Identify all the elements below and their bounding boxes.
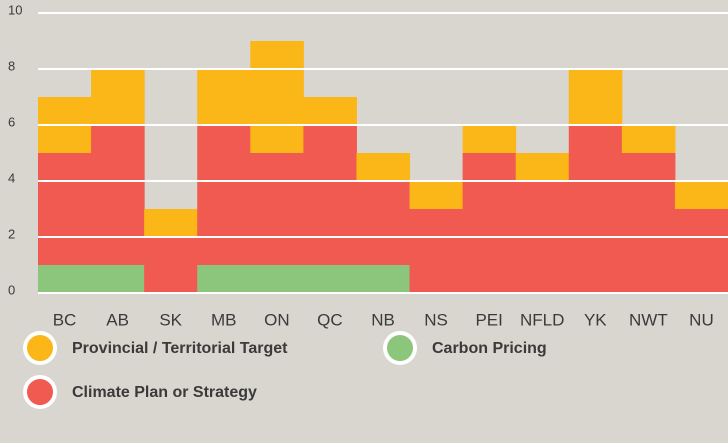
legend-swatch bbox=[23, 375, 57, 409]
legend-swatch bbox=[23, 331, 57, 365]
x-tick-label: MB bbox=[211, 310, 237, 329]
y-tick-label: 2 bbox=[8, 226, 15, 241]
bar-segment bbox=[250, 153, 304, 265]
x-tick-label: AB bbox=[106, 310, 129, 329]
x-tick-label: YK bbox=[584, 310, 607, 329]
bar-segment bbox=[674, 209, 728, 293]
bar-segment bbox=[250, 265, 304, 293]
x-tick-label: NB bbox=[371, 310, 395, 329]
y-tick-label: 6 bbox=[8, 114, 15, 129]
bar-segment bbox=[303, 97, 357, 125]
bar-segment bbox=[674, 181, 728, 209]
y-tick-label: 0 bbox=[8, 282, 15, 297]
bar-segment bbox=[91, 265, 145, 293]
x-tick-label: PEI bbox=[475, 310, 502, 329]
y-tick-label: 10 bbox=[8, 2, 22, 17]
bar-segment bbox=[38, 153, 92, 265]
legend-swatch bbox=[383, 331, 417, 365]
bar-segment bbox=[568, 69, 623, 125]
bar-segment bbox=[303, 265, 357, 293]
legend-label: Carbon Pricing bbox=[432, 340, 547, 357]
bar-segment bbox=[568, 125, 623, 293]
bar-segment bbox=[621, 125, 676, 153]
bar-segment bbox=[250, 41, 304, 153]
x-tick-label: NU bbox=[689, 310, 714, 329]
bar-segment bbox=[356, 153, 411, 181]
bar-segment bbox=[356, 181, 411, 265]
bar-segment bbox=[91, 69, 145, 125]
bar-segment bbox=[462, 153, 517, 293]
bar-segment bbox=[197, 265, 251, 293]
bar-segment bbox=[144, 209, 198, 237]
x-tick-label: NWT bbox=[629, 310, 668, 329]
bar-segment bbox=[91, 125, 145, 265]
bar-segment bbox=[356, 265, 411, 293]
x-tick-label: ON bbox=[264, 310, 290, 329]
x-tick-label: QC bbox=[317, 310, 343, 329]
bar-segment bbox=[409, 209, 464, 293]
x-tick-label: NFLD bbox=[520, 310, 564, 329]
x-tick-label: NS bbox=[424, 310, 448, 329]
legend-label: Climate Plan or Strategy bbox=[72, 384, 257, 401]
x-tick-label: BC bbox=[53, 310, 77, 329]
bar-segment bbox=[144, 237, 198, 293]
bar-segment bbox=[303, 125, 357, 265]
bar-segment bbox=[621, 153, 676, 293]
bar-segment bbox=[462, 125, 517, 153]
bar-segment bbox=[409, 181, 464, 209]
y-tick-label: 4 bbox=[8, 170, 15, 185]
bar-segment bbox=[515, 153, 570, 181]
bar-segment bbox=[197, 125, 251, 265]
y-tick-label: 8 bbox=[8, 58, 15, 73]
bar-segment bbox=[197, 69, 251, 125]
legend-label: Provincial / Territorial Target bbox=[72, 340, 288, 357]
x-tick-label: SK bbox=[159, 310, 182, 329]
bar-segment bbox=[38, 265, 92, 293]
